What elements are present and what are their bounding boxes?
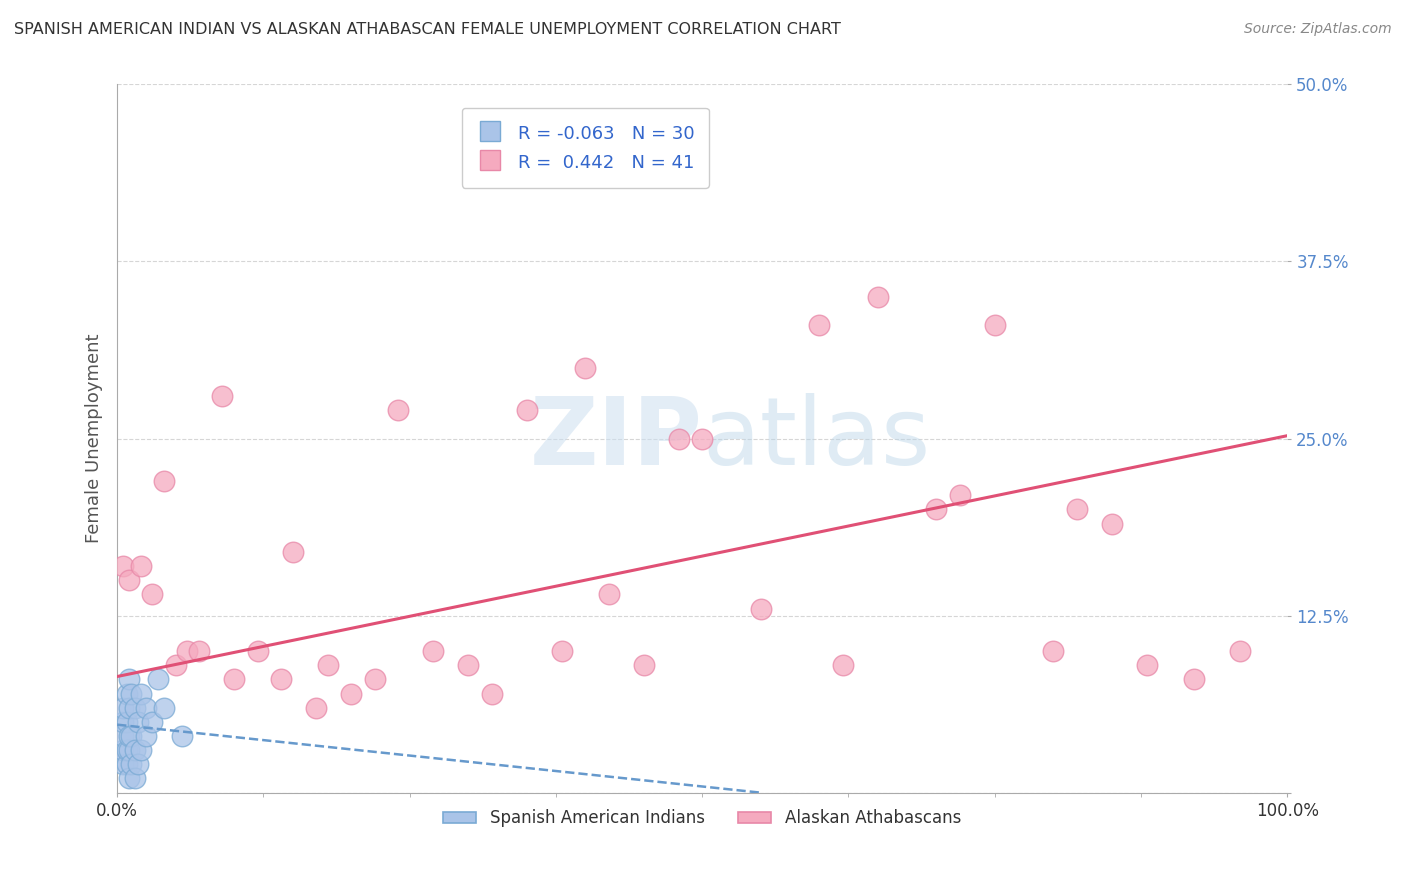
Point xyxy=(112,714,135,729)
Point xyxy=(690,432,713,446)
Point xyxy=(112,729,135,743)
Point xyxy=(112,743,135,757)
Point xyxy=(422,644,444,658)
Point xyxy=(129,743,152,757)
Point xyxy=(224,673,246,687)
Point xyxy=(1229,644,1251,658)
Point xyxy=(115,743,138,757)
Point xyxy=(153,474,176,488)
Point xyxy=(668,432,690,446)
Point xyxy=(135,700,157,714)
Text: Source: ZipAtlas.com: Source: ZipAtlas.com xyxy=(1244,22,1392,37)
Point xyxy=(574,360,596,375)
Point xyxy=(115,686,138,700)
Point xyxy=(831,658,853,673)
Point xyxy=(129,559,152,574)
Point xyxy=(866,290,889,304)
Point xyxy=(127,714,149,729)
Point xyxy=(749,601,772,615)
Point xyxy=(246,644,269,658)
Point xyxy=(120,729,142,743)
Point xyxy=(118,772,141,786)
Point xyxy=(118,673,141,687)
Point xyxy=(135,729,157,743)
Point xyxy=(112,559,135,574)
Point xyxy=(124,743,146,757)
Point xyxy=(598,587,620,601)
Point xyxy=(120,757,142,772)
Point xyxy=(188,644,211,658)
Point xyxy=(127,757,149,772)
Point xyxy=(170,729,193,743)
Point xyxy=(1101,516,1123,531)
Point xyxy=(118,700,141,714)
Point xyxy=(340,686,363,700)
Point xyxy=(118,573,141,587)
Point xyxy=(118,729,141,743)
Point xyxy=(153,700,176,714)
Point xyxy=(141,587,163,601)
Point xyxy=(118,743,141,757)
Point xyxy=(176,644,198,658)
Point xyxy=(281,545,304,559)
Point xyxy=(457,658,479,673)
Point xyxy=(363,673,385,687)
Point xyxy=(141,714,163,729)
Point xyxy=(925,502,948,516)
Text: SPANISH AMERICAN INDIAN VS ALASKAN ATHABASCAN FEMALE UNEMPLOYMENT CORRELATION CH: SPANISH AMERICAN INDIAN VS ALASKAN ATHAB… xyxy=(14,22,841,37)
Point xyxy=(112,757,135,772)
Y-axis label: Female Unemployment: Female Unemployment xyxy=(86,334,103,543)
Point xyxy=(270,673,292,687)
Legend: Spanish American Indians, Alaskan Athabascans: Spanish American Indians, Alaskan Athaba… xyxy=(436,803,967,834)
Point xyxy=(305,700,328,714)
Point xyxy=(211,389,233,403)
Point xyxy=(1182,673,1205,687)
Point xyxy=(983,318,1005,333)
Text: ZIP: ZIP xyxy=(529,392,702,484)
Point xyxy=(124,772,146,786)
Point xyxy=(808,318,831,333)
Point xyxy=(481,686,503,700)
Point xyxy=(124,700,146,714)
Point xyxy=(316,658,339,673)
Point xyxy=(633,658,655,673)
Point xyxy=(112,700,135,714)
Point xyxy=(551,644,574,658)
Point xyxy=(146,673,169,687)
Point xyxy=(120,686,142,700)
Point xyxy=(115,714,138,729)
Point xyxy=(1136,658,1159,673)
Point xyxy=(115,757,138,772)
Point xyxy=(165,658,187,673)
Text: atlas: atlas xyxy=(702,392,931,484)
Point xyxy=(948,488,970,502)
Point xyxy=(129,686,152,700)
Point xyxy=(1066,502,1088,516)
Point xyxy=(1042,644,1064,658)
Point xyxy=(387,403,409,417)
Point xyxy=(516,403,538,417)
